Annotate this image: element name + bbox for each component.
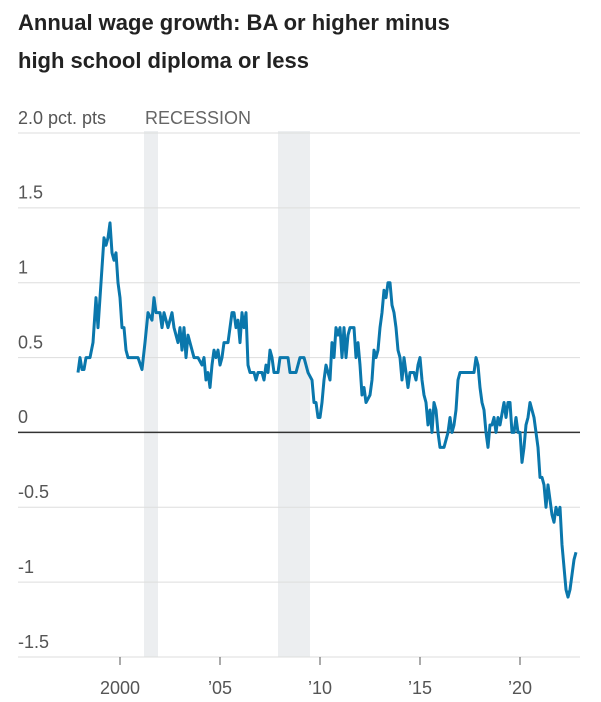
x-tick-label: ’10	[308, 678, 332, 698]
y-tick-label: -1.5	[18, 632, 49, 652]
y-tick-label: 2.0 pct. pts	[18, 108, 106, 128]
x-tick-label: 2000	[100, 678, 140, 698]
y-tick-label: 0.5	[18, 332, 43, 352]
chart-title: Annual wage growth: BA or higher minus	[18, 10, 450, 35]
x-tick-label: ’20	[508, 678, 532, 698]
y-tick-label: 0	[18, 407, 28, 427]
y-tick-label: -1	[18, 557, 34, 577]
y-tick-label: 1	[18, 257, 28, 277]
recession-label: RECESSION	[145, 108, 251, 128]
data-line	[76, 221, 578, 599]
chart-title: high school diploma or less	[18, 48, 309, 73]
recession-band	[278, 131, 310, 657]
y-tick-label: 1.5	[18, 183, 43, 203]
y-tick-label: -0.5	[18, 482, 49, 502]
x-tick-label: ’05	[208, 678, 232, 698]
x-tick-label: ’15	[408, 678, 432, 698]
recession-band	[144, 131, 158, 657]
